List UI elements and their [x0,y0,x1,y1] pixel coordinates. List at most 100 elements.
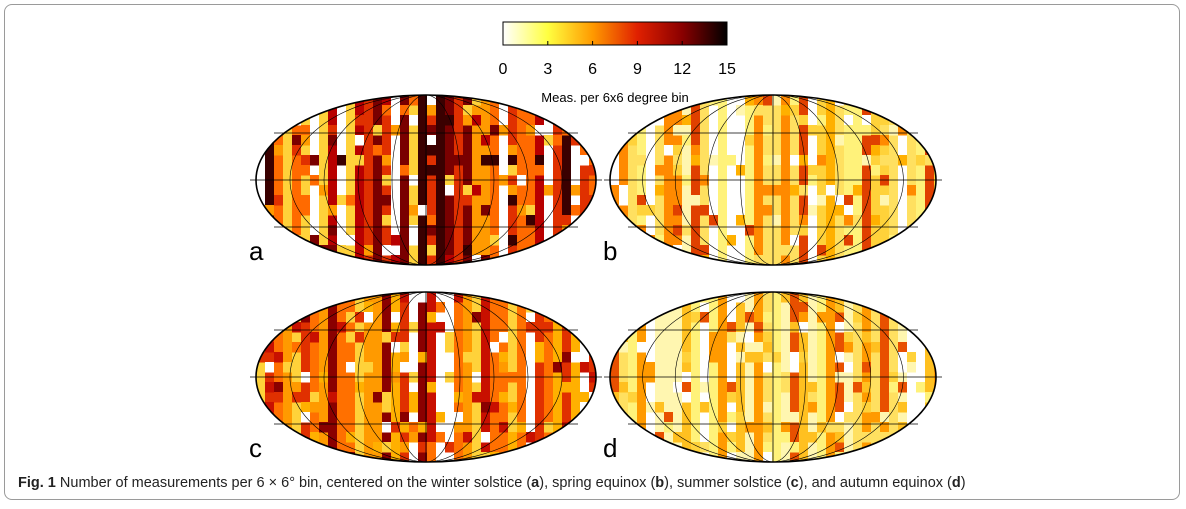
map-cell [409,402,419,413]
map-cell [799,225,809,236]
map-cell [481,155,491,166]
map-cell [880,195,890,206]
map-cell [346,312,356,323]
map-cell [301,125,311,136]
map-cell [754,292,764,303]
map-cell [427,165,437,176]
map-cell [853,155,863,166]
map-cell [799,312,809,323]
map-cell [400,412,410,423]
map-cell [265,362,275,373]
map-cell [274,135,284,146]
map-cell [826,422,836,433]
map-cell [310,235,320,246]
panel-label: b [603,236,617,266]
map-cell [382,245,392,256]
map-cell [454,292,464,303]
map-cell [580,362,590,373]
map-cell [790,412,800,423]
map-cell [898,402,908,413]
map-cell [508,165,518,176]
map-cell [664,145,674,156]
map-cell [580,115,590,126]
map-cell [382,402,392,413]
map-cell [436,412,446,423]
caption-text-part: ), summer solstice ( [664,475,791,491]
map-cell [889,382,899,393]
map-cell [655,115,665,126]
map-cell [871,225,881,236]
map-cell [862,432,872,443]
map-cell [916,155,926,166]
map-cell [871,165,881,176]
map-cell [763,185,773,196]
map-cell [907,185,917,196]
map-cell [292,165,302,176]
map-cell [790,322,800,333]
map-cell [454,312,464,323]
map-cell [862,292,872,303]
map-cell [454,422,464,433]
map-cell [400,105,410,116]
map-cell [880,302,890,313]
map-cell [274,392,284,403]
map-cell [535,255,545,265]
map-cell [400,255,410,265]
map-cell [535,155,545,166]
map-cell [646,442,656,453]
map-cell [445,302,455,313]
map-cell [382,155,392,166]
map-cell [790,362,800,373]
map-cell [274,442,284,453]
map-cell [535,125,545,136]
map-cell [508,442,518,453]
map-cell [709,135,719,146]
map-cell [817,195,827,206]
map-cell [508,185,518,196]
map-cell [736,105,746,116]
map-cell [691,342,701,353]
figure-frame [4,4,1180,500]
map-cell [763,312,773,323]
map-cell [925,235,935,246]
map-cell [355,135,365,146]
map-cell [691,145,701,156]
map-cell [544,292,554,303]
map-cell [508,145,518,156]
map-cell [817,115,827,126]
map-cell [445,332,455,343]
caption-text: Number of measurements per 6 × 6° bin, c… [60,475,966,491]
map-cell [535,292,545,303]
map-cell [619,382,629,393]
map-cell [610,185,620,196]
map-cell [445,442,455,453]
map-cell [844,205,854,216]
map-cell [499,392,509,403]
map-cell [490,235,500,246]
map-cell [445,342,455,353]
map-cell [664,422,674,433]
map-cell [799,215,809,226]
map-cell [364,302,374,313]
map-cell [508,402,518,413]
map-cell [481,432,491,443]
map-cell [916,322,926,333]
map-cell [736,292,746,303]
map-cell [382,332,392,343]
map-cell [628,302,638,313]
map-cell [754,342,764,353]
map-cell [934,412,936,423]
map-cell [673,452,683,462]
map-cell [817,422,827,433]
map-cell [544,422,554,433]
map-cell [310,332,320,343]
colorbar-tick-label: 6 [588,61,597,78]
map-cell [682,225,692,236]
map-cell [835,322,845,333]
map-cell [526,215,536,226]
map-cell [355,312,365,323]
map-cell [781,292,791,303]
map-cell [301,245,311,256]
map-cell [889,402,899,413]
map-cell [754,255,764,265]
